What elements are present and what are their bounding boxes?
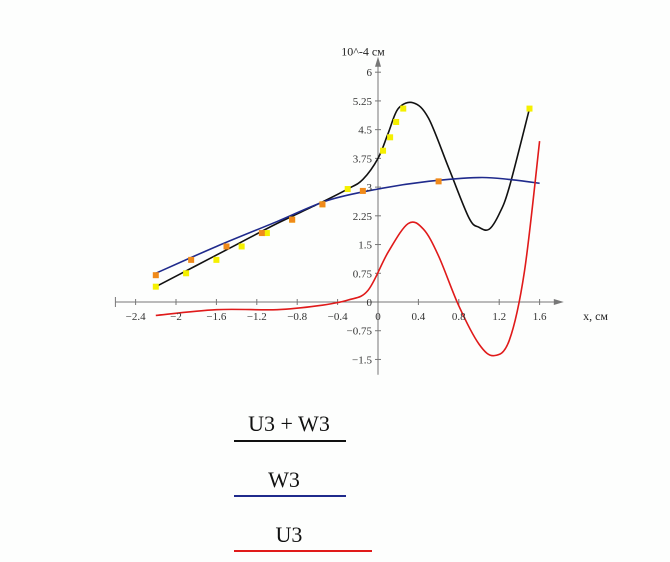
legend-label-u3: U3 bbox=[275, 522, 303, 547]
yellow-marker bbox=[263, 230, 270, 237]
x-tick-label: 0.8 bbox=[452, 311, 466, 323]
yellow-marker bbox=[344, 186, 351, 193]
orange-marker bbox=[258, 230, 265, 237]
y-tick-label: 5.25 bbox=[353, 96, 373, 108]
orange-marker bbox=[152, 272, 159, 279]
series-line-u3 bbox=[155, 141, 541, 357]
legend-label-w3: W3 bbox=[268, 467, 300, 492]
x-tick-label: −0.4 bbox=[328, 311, 348, 323]
plot-canvas: −2.4 −2 −1.6 −1.2 −0.8 −0.4 0 0.4 0.8 1.2 1.6 6 5.25… bbox=[114, 45, 609, 375]
x-tick-label: −0.8 bbox=[287, 311, 307, 323]
y-tick-label: 0.75 bbox=[353, 268, 373, 280]
x-tick-label: −1.2 bbox=[247, 311, 267, 323]
series-line-w3 bbox=[155, 176, 540, 275]
y-tick-label: −0.75 bbox=[347, 326, 373, 338]
x-tick-label: −2.4 bbox=[126, 311, 146, 323]
tick-labels: −2.4 −2 −1.6 −1.2 −0.8 −0.4 0 0.4 0.8 1.2 1.6 6 5.25… bbox=[126, 45, 609, 367]
y-axis-title: 10^-4 см bbox=[341, 45, 385, 59]
axes bbox=[114, 56, 564, 375]
orange-marker bbox=[359, 187, 366, 194]
x-tick-label: −1.6 bbox=[206, 311, 226, 323]
y-tick-label: 2.25 bbox=[353, 211, 373, 223]
y-tick-label: 0 bbox=[367, 297, 373, 309]
legend-line-w3 bbox=[234, 495, 346, 497]
y-axis-arrow bbox=[375, 56, 381, 67]
yellow-marker bbox=[152, 283, 159, 290]
yellow-marker bbox=[380, 147, 387, 154]
y-tick-label: 6 bbox=[367, 67, 373, 79]
x-tick-label: 0.4 bbox=[412, 311, 426, 323]
y-tick-label: 3 bbox=[367, 182, 373, 194]
orange-marker bbox=[435, 178, 442, 185]
yellow-marker bbox=[183, 270, 190, 277]
y-tick-label: 1.5 bbox=[358, 240, 372, 252]
yellow-marker bbox=[213, 256, 220, 263]
yellow-marker bbox=[393, 118, 400, 125]
yellow-marker bbox=[400, 105, 407, 112]
orange-marker bbox=[223, 243, 230, 250]
markers-group bbox=[152, 105, 533, 290]
x-axis-arrow bbox=[553, 299, 564, 305]
orange-marker bbox=[289, 216, 296, 223]
x-tick-label: −2 bbox=[170, 311, 182, 323]
orange-marker bbox=[319, 201, 326, 208]
x-tick-label: 1.2 bbox=[492, 311, 506, 323]
legend-line-u3-w3 bbox=[234, 440, 346, 442]
legend-label-u3-w3: U3 + W3 bbox=[248, 411, 330, 436]
series-line-u3-w3 bbox=[155, 101, 531, 288]
yellow-marker bbox=[387, 134, 394, 141]
yellow-marker bbox=[526, 105, 533, 112]
series-group bbox=[155, 101, 541, 357]
y-tick-label: −1.5 bbox=[352, 354, 372, 366]
x-tick-label: 0 bbox=[375, 311, 381, 323]
x-axis-title: x, см bbox=[583, 309, 608, 323]
legend-line-u3 bbox=[234, 550, 372, 552]
y-tick-label: 3.75 bbox=[353, 153, 373, 165]
x-tick-label: 1.6 bbox=[533, 311, 547, 323]
y-tick-label: 4.5 bbox=[358, 125, 372, 137]
yellow-marker bbox=[238, 243, 245, 250]
orange-marker bbox=[188, 256, 195, 263]
